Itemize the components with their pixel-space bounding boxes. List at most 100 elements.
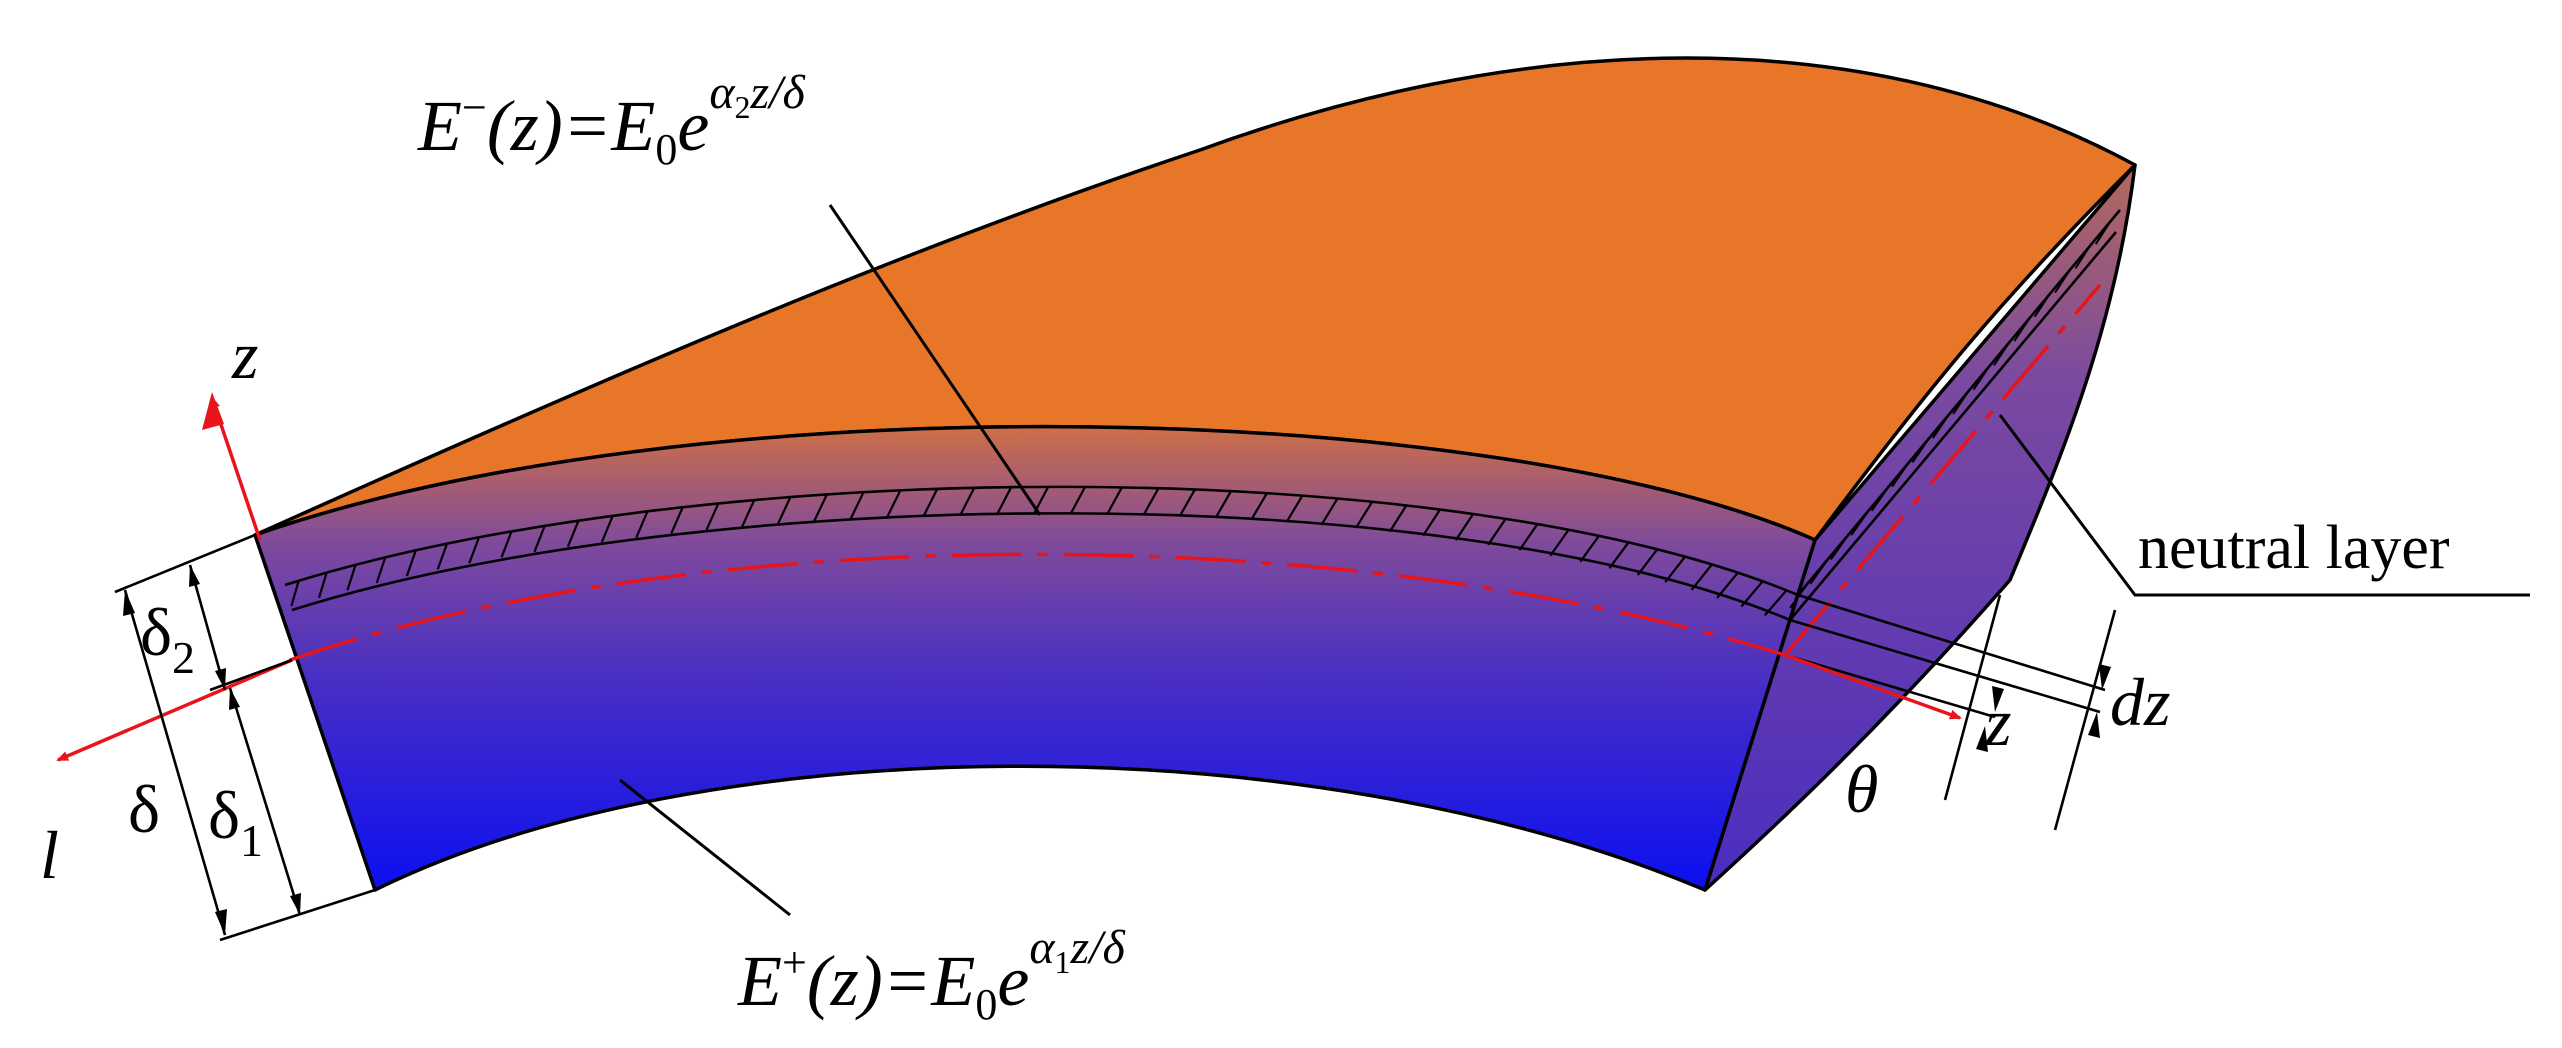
front-face [253, 424, 1817, 892]
z-axis-label: z [231, 317, 258, 393]
z-ext [1784, 653, 1996, 719]
layer-band-top [284, 485, 1799, 597]
side-hatch-mark [2013, 317, 2031, 342]
side-hatch-mark [2054, 269, 2071, 294]
z-dim-line [1943, 594, 2002, 801]
dz-ext-2 [1789, 618, 2101, 714]
hatch-mark [346, 564, 357, 591]
hatch-mark [468, 537, 480, 564]
hatch-mark [1664, 556, 1686, 583]
neutral-layer-side [1783, 283, 2102, 657]
neutral-layer-leader [1998, 414, 2530, 597]
delta1-label: δ1 [208, 777, 263, 866]
hatch-mark [1285, 495, 1304, 523]
upper-formula-leader [828, 204, 1042, 516]
hatch-mark [405, 550, 417, 577]
hatch-mark [317, 572, 328, 599]
hatch-mark [1320, 497, 1339, 526]
formula-lower: E+(z)=E0eα1z/δ [737, 921, 1126, 1029]
hatch-mark [1250, 492, 1268, 521]
formula-lower-exp-sub: 1 [1055, 944, 1071, 980]
dz-ext-1 [1797, 593, 2106, 692]
delta1-symbol: δ [208, 777, 240, 853]
hatch-mark [959, 487, 976, 515]
neutral-layer-label: neutral layer [2138, 514, 2450, 582]
formula-upper: E−(z)=E0eα2z/δ [417, 66, 806, 174]
hatch-mark [1690, 563, 1713, 591]
hatch-mark [813, 494, 828, 522]
formula-upper-arg: (z)=E [487, 86, 656, 166]
formula-lower-sub0: 0 [975, 980, 997, 1029]
formula-upper-E: E [417, 86, 462, 166]
formula-upper-sup: − [462, 83, 487, 132]
z-position-label: z [1984, 684, 2011, 760]
side-hatch-mark [1830, 534, 1850, 560]
hatch-mark [996, 486, 1013, 515]
z-axis-tip [202, 392, 224, 430]
hatch-mark [1354, 501, 1374, 529]
l-axis-label: l [40, 817, 59, 893]
formula-upper-exp-alpha: α [709, 66, 735, 119]
dim-ext-bottom [219, 888, 376, 942]
hatch-mark [1763, 589, 1788, 617]
dim-delta-line [123, 589, 227, 936]
hatch-mark [1579, 535, 1600, 563]
hatch-mark [1716, 571, 1739, 599]
side-hatch-mark [1891, 462, 1910, 488]
neutral-layer-front [289, 552, 1786, 662]
formula-lower-arg: (z)=E [807, 941, 976, 1021]
dim-delta1-line [228, 687, 302, 916]
hatch-mark [1214, 490, 1232, 519]
side-hatch-mark [1809, 558, 1830, 585]
delta-label: δ [128, 771, 160, 847]
side-hatch-mark [1850, 510, 1870, 536]
formula-lower-e: e [997, 941, 1029, 1021]
hatch-mark [1608, 541, 1630, 569]
side-hatch-mark [2094, 221, 2111, 245]
hatch-mark [1422, 508, 1441, 537]
hatch-mark [1454, 513, 1475, 541]
formula-lower-sup: + [782, 938, 807, 987]
hatch-mark [849, 491, 865, 520]
delta1-sub: 1 [240, 815, 263, 866]
hatch-mark [290, 580, 300, 607]
l-axis-arrow [56, 658, 293, 762]
side-hatch-mark [2033, 293, 2051, 318]
hatch-mark [1142, 487, 1160, 516]
delta2-symbol: δ [140, 594, 172, 670]
delta2-sub: 2 [172, 632, 195, 683]
side-hatch-mark [1993, 341, 2011, 366]
side-layer-hatching [1789, 221, 2111, 609]
dz-dim-line [2053, 609, 2117, 831]
formula-upper-exp-sub: 2 [735, 89, 751, 125]
hatch-mark [375, 557, 387, 584]
hatch-mark [705, 503, 720, 531]
hatch-mark [1178, 489, 1196, 517]
theta-axis-arrow [1784, 653, 1962, 720]
side-hatch-mark [1911, 438, 1930, 463]
hatch-mark [1106, 486, 1123, 515]
side-layer-bottom [1789, 231, 2117, 621]
formula-upper-exp-rest: z/δ [750, 66, 806, 119]
hatch-mark [1487, 518, 1507, 546]
dim-delta2-line [188, 564, 227, 691]
hatch-mark [1388, 504, 1408, 533]
theta-label: θ [1845, 751, 1878, 827]
side-hatch-mark [1870, 486, 1890, 512]
dim-ext-top [114, 533, 256, 594]
side-hatch-mark [1972, 365, 1991, 391]
hatch-mark [635, 510, 649, 538]
formula-upper-e: e [677, 86, 709, 166]
hatch-mark [566, 520, 580, 548]
hatch-mark [1069, 486, 1087, 514]
hatch-mark [500, 531, 513, 558]
hatch-mark [1636, 548, 1659, 576]
hatch-mark [922, 488, 939, 516]
hatch-mark [1518, 523, 1539, 551]
formula-lower-exp-alpha: α [1029, 921, 1055, 974]
side-hatch-mark [1931, 413, 1950, 439]
hatch-mark [670, 506, 684, 534]
lower-formula-leader [619, 778, 791, 917]
hatch-mark [741, 499, 756, 527]
